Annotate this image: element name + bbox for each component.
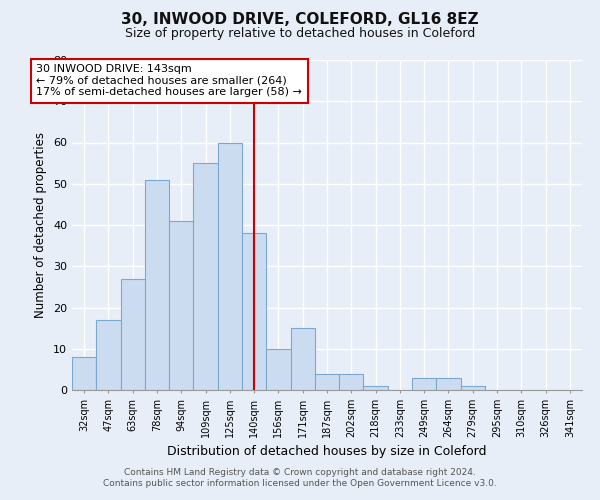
Bar bbox=[121, 278, 145, 390]
Bar bbox=[242, 233, 266, 390]
Text: 30, INWOOD DRIVE, COLEFORD, GL16 8EZ: 30, INWOOD DRIVE, COLEFORD, GL16 8EZ bbox=[121, 12, 479, 28]
Bar bbox=[96, 320, 121, 390]
Bar bbox=[290, 328, 315, 390]
Bar bbox=[412, 378, 436, 390]
X-axis label: Distribution of detached houses by size in Coleford: Distribution of detached houses by size … bbox=[167, 446, 487, 458]
Text: Size of property relative to detached houses in Coleford: Size of property relative to detached ho… bbox=[125, 28, 475, 40]
Text: 30 INWOOD DRIVE: 143sqm
← 79% of detached houses are smaller (264)
17% of semi-d: 30 INWOOD DRIVE: 143sqm ← 79% of detache… bbox=[36, 64, 302, 98]
Bar bbox=[72, 357, 96, 390]
Bar bbox=[218, 142, 242, 390]
Bar bbox=[266, 349, 290, 390]
Bar bbox=[339, 374, 364, 390]
Bar bbox=[436, 378, 461, 390]
Bar bbox=[461, 386, 485, 390]
Bar bbox=[169, 221, 193, 390]
Bar bbox=[193, 163, 218, 390]
Bar bbox=[145, 180, 169, 390]
Bar bbox=[315, 374, 339, 390]
Bar bbox=[364, 386, 388, 390]
Text: Contains HM Land Registry data © Crown copyright and database right 2024.
Contai: Contains HM Land Registry data © Crown c… bbox=[103, 468, 497, 487]
Y-axis label: Number of detached properties: Number of detached properties bbox=[34, 132, 47, 318]
